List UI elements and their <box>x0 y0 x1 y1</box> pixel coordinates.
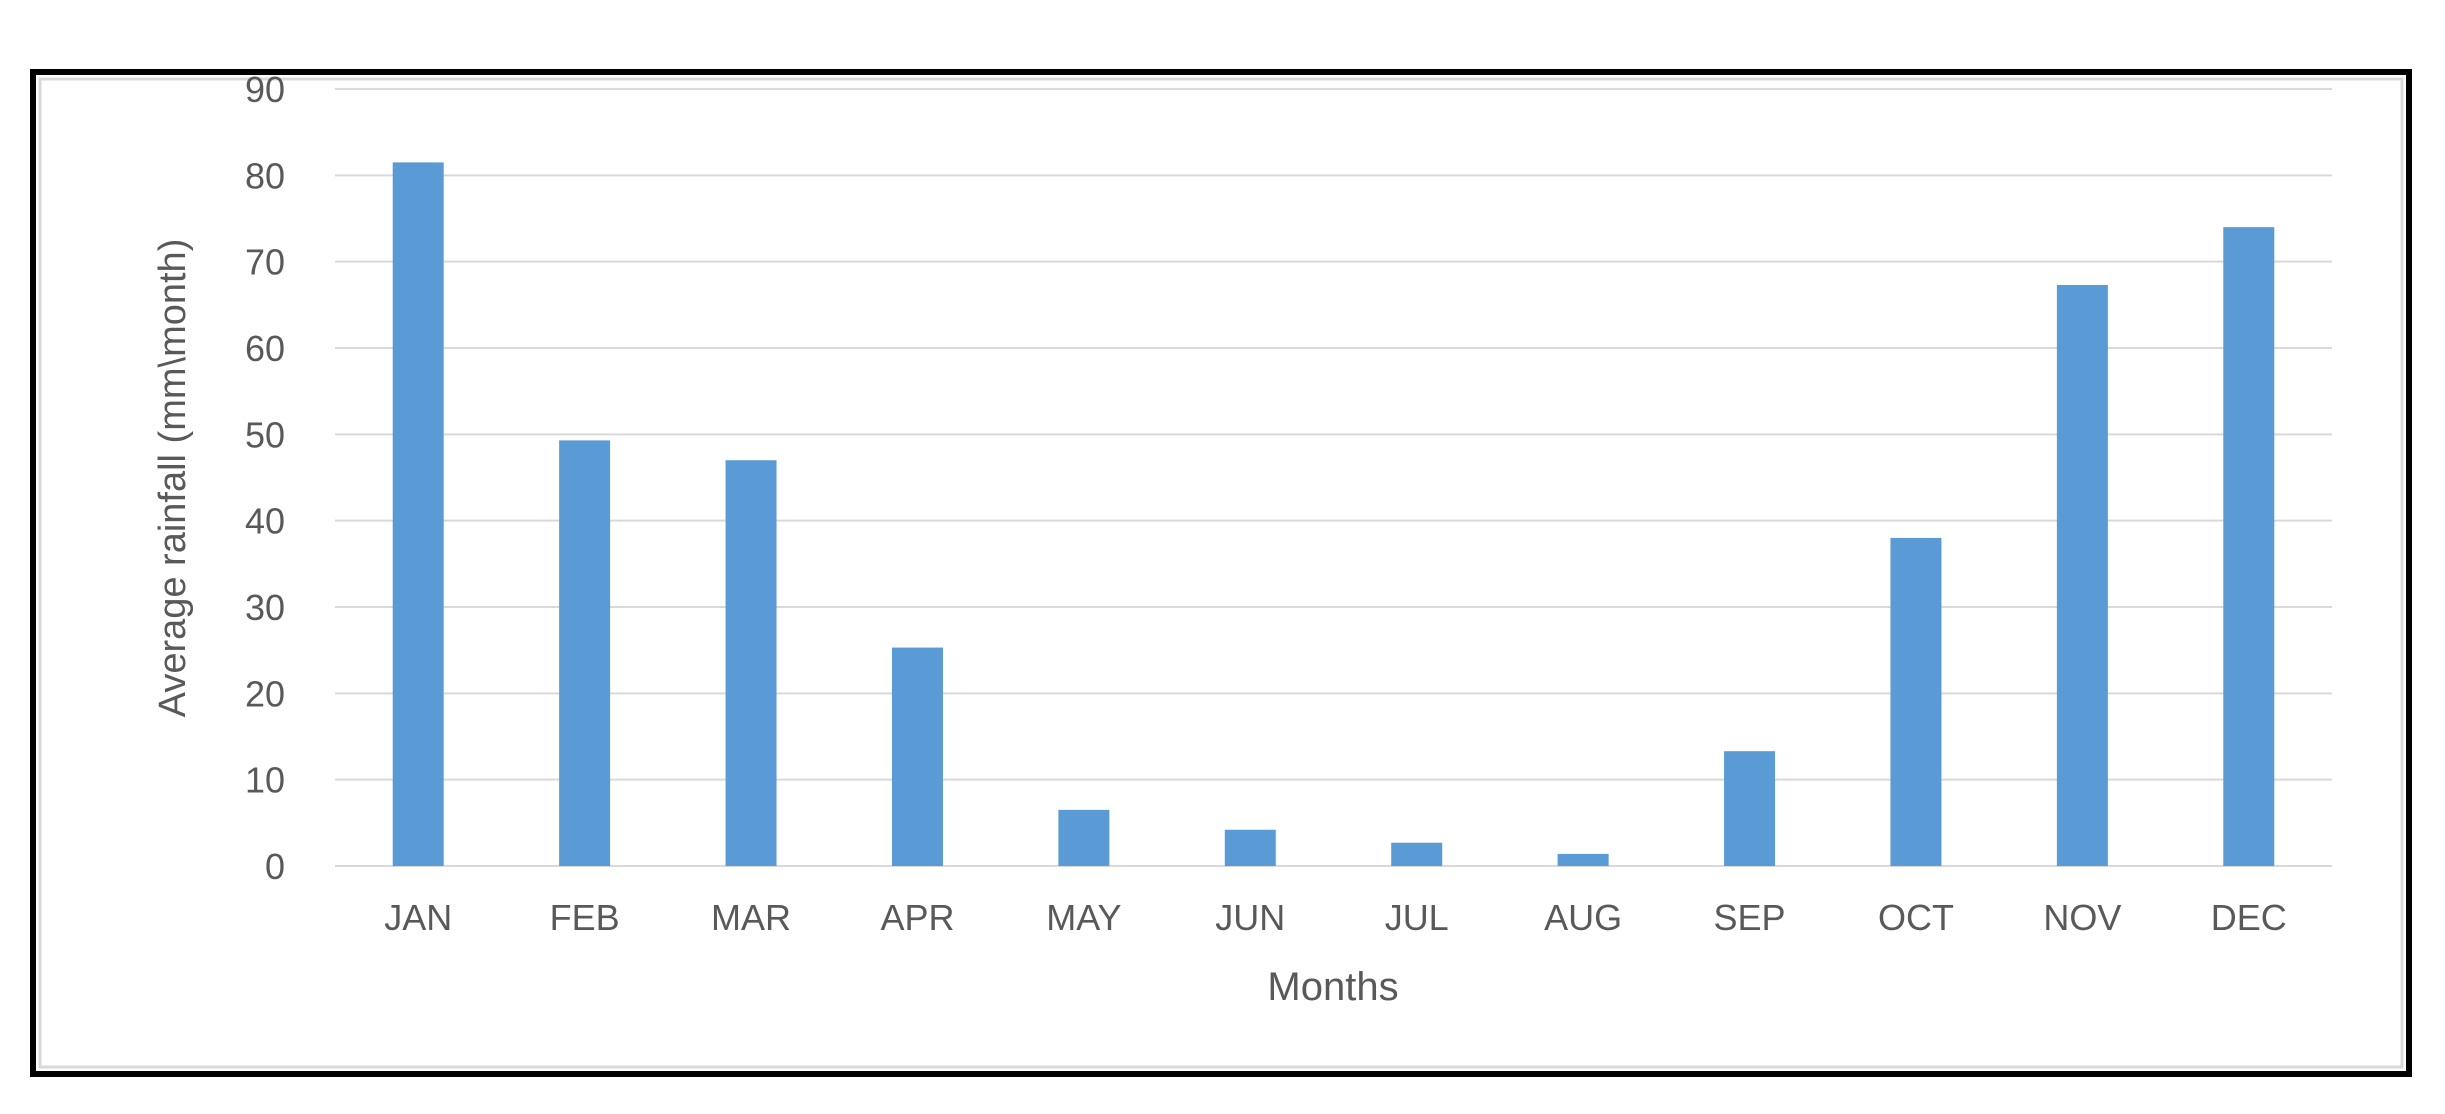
y-tick-label: 20 <box>245 673 285 714</box>
bar-jul <box>1391 842 1443 866</box>
x-tick-label: APR <box>880 897 954 938</box>
chart-inner-border <box>38 77 2404 1069</box>
x-tick-label: NOV <box>2043 897 2121 938</box>
y-tick-label: 80 <box>245 155 285 196</box>
y-tick-label: 60 <box>245 328 285 369</box>
bar-jan <box>392 162 444 867</box>
x-tick-label: MAY <box>1046 897 1121 938</box>
x-tick-label: FEB <box>550 897 620 938</box>
bar-jun <box>1224 829 1276 866</box>
bar-dec <box>2223 227 2275 867</box>
y-axis-label: Average rainfall (mm\month) <box>152 239 194 718</box>
x-tick-label: JUN <box>1215 897 1285 938</box>
bar-feb <box>559 440 611 866</box>
x-axis-label: Months <box>1267 965 1398 1009</box>
x-tick-label: JUL <box>1385 897 1449 938</box>
x-tick-label: MAR <box>711 897 791 938</box>
x-tick-label: OCT <box>1878 897 1954 938</box>
x-tick-label: AUG <box>1544 897 1622 938</box>
bar-apr <box>891 647 943 866</box>
y-tick-label: 40 <box>245 501 285 542</box>
bar-oct <box>1890 537 1942 866</box>
bar-mar <box>725 460 777 866</box>
y-tick-label: 90 <box>245 69 285 110</box>
x-tick-label: SEP <box>1714 897 1786 938</box>
x-tick-label: JAN <box>384 897 452 938</box>
y-tick-label: 70 <box>245 242 285 283</box>
y-tick-label: 30 <box>245 587 285 628</box>
y-tick-label: 10 <box>245 760 285 801</box>
y-tick-label: 0 <box>265 846 285 887</box>
y-tick-label: 50 <box>245 414 285 455</box>
bar-nov <box>2056 284 2108 866</box>
bar-may <box>1058 809 1110 866</box>
bar-sep <box>1724 751 1776 866</box>
x-tick-label: DEC <box>2211 897 2287 938</box>
bar-aug <box>1557 853 1609 866</box>
